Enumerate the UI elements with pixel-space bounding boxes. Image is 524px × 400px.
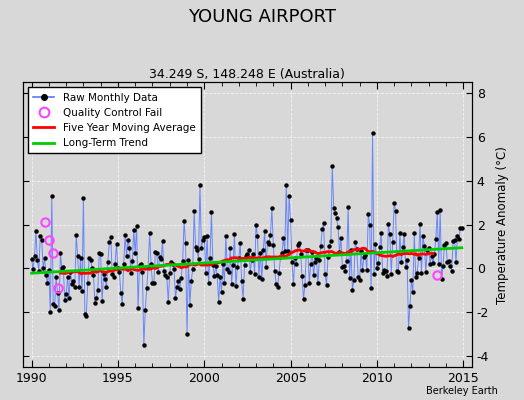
Legend: Raw Monthly Data, Quality Control Fail, Five Year Moving Average, Long-Term Tren: Raw Monthly Data, Quality Control Fail, … bbox=[28, 87, 201, 154]
Title: 34.249 S, 148.248 E (Australia): 34.249 S, 148.248 E (Australia) bbox=[149, 68, 345, 81]
Text: YOUNG AIRPORT: YOUNG AIRPORT bbox=[188, 8, 336, 26]
Text: Berkeley Earth: Berkeley Earth bbox=[426, 386, 498, 396]
Y-axis label: Temperature Anomaly (°C): Temperature Anomaly (°C) bbox=[496, 146, 509, 304]
